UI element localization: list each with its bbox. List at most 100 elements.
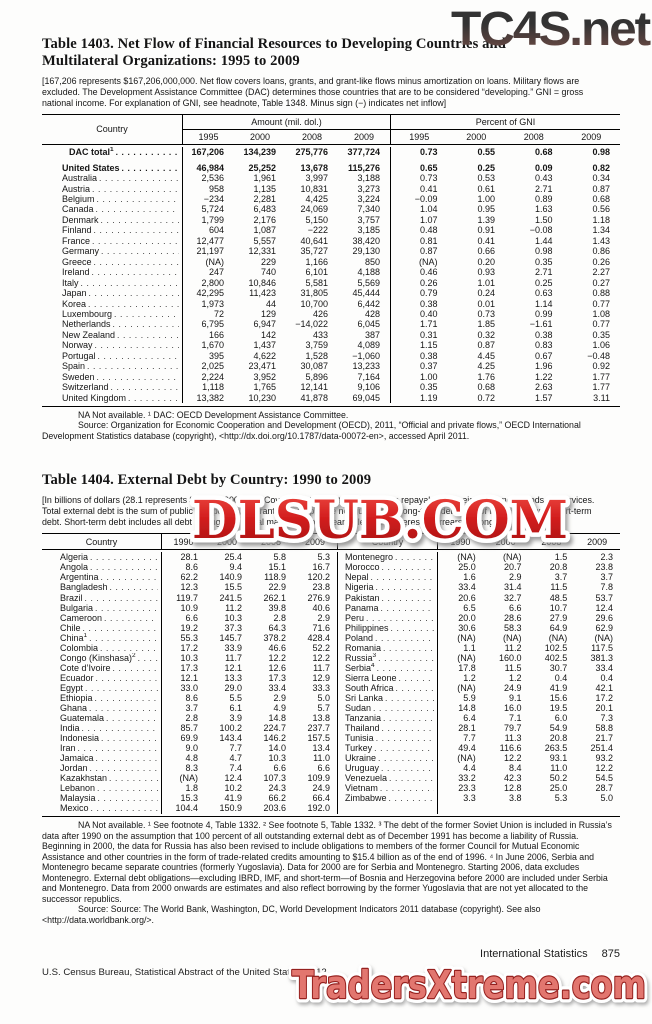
table-row: Luxembourg 72 129 426 428 0.40 0.73 0.99 1.08 bbox=[42, 309, 620, 320]
country-cell: Chile bbox=[42, 623, 161, 633]
table-row: United States 46,984 25,252 13,678 115,276 0.… bbox=[42, 162, 620, 174]
debt-value: 102.5 bbox=[544, 642, 568, 653]
country-cell: Bulgaria bbox=[42, 603, 161, 613]
country-cell: Nepal bbox=[337, 572, 437, 583]
year-header: 1990 bbox=[161, 533, 205, 550]
country-cell: Kazakhstan bbox=[42, 773, 161, 783]
debt-value: 33.4 bbox=[268, 682, 286, 693]
dot-leader bbox=[101, 572, 158, 582]
amount-value: 1,799 bbox=[182, 214, 234, 226]
percent-gni-value: (NA) bbox=[390, 256, 448, 268]
table-1404-title: Table 1404. External Debt by Country: 19… bbox=[42, 472, 372, 489]
debt-value: 23.3 bbox=[437, 783, 483, 794]
year-header: 2008 bbox=[541, 536, 562, 547]
table-row: Ghana 3.7 6.1 4.9 5.7 Sudan 14.8 16.0 19.5 20.1 bbox=[42, 703, 620, 714]
debt-value: 28.1 bbox=[437, 723, 483, 734]
country-label: New Zealand bbox=[62, 329, 116, 340]
dot-leader bbox=[94, 225, 179, 235]
amount-value: 1,087 bbox=[253, 225, 276, 236]
debt-value: 12.4 bbox=[224, 773, 242, 784]
percent-gni-value: 0.24 bbox=[477, 288, 495, 299]
amount-value: 72 bbox=[182, 309, 234, 320]
country-cell: New Zealand bbox=[42, 330, 182, 340]
country-label: Argentina bbox=[60, 572, 99, 583]
table-row: Australia 2,536 1,961 3,997 3,188 0.73 0.53 0.4… bbox=[42, 173, 620, 184]
debt-value: 7.8 bbox=[600, 582, 613, 593]
debt-value: 33.0 bbox=[161, 682, 205, 693]
percent-gni-value: 0.86 bbox=[592, 246, 610, 257]
percent-gni-value: 0.48 bbox=[390, 225, 448, 236]
percent-gni-value: 0.82 bbox=[592, 162, 610, 173]
debt-value: 17.8 bbox=[437, 662, 483, 673]
year-header: 2009 bbox=[587, 536, 608, 547]
amount-value: 115,276 bbox=[347, 162, 380, 173]
country-label: Switzerland bbox=[62, 382, 109, 393]
column-header-country: Country bbox=[337, 533, 437, 550]
amount-value: 2,536 bbox=[182, 173, 234, 184]
amount-value: 3,952 bbox=[253, 371, 276, 382]
amount-value: 23,471 bbox=[248, 361, 276, 372]
debt-value: (NA) bbox=[437, 682, 483, 693]
percent-gni-value: 0.25 bbox=[534, 277, 553, 288]
debt-value: 11.7 bbox=[225, 652, 242, 663]
amount-value: 6,442 bbox=[357, 298, 380, 309]
table-row: Brazil 119.7 241.5 262.1 276.9 Pakistan 20.6 32… bbox=[42, 592, 620, 603]
debt-value: 109.9 bbox=[307, 773, 330, 784]
percent-gni-value: 4.45 bbox=[477, 350, 495, 361]
amount-value: 4,622 bbox=[253, 350, 276, 361]
debt-value: 100.2 bbox=[219, 723, 242, 734]
year-header: 2008 bbox=[523, 132, 544, 143]
debt-value: 42.1 bbox=[595, 682, 613, 693]
dot-leader bbox=[381, 603, 434, 613]
percent-gni-value: 0.38 bbox=[534, 329, 553, 340]
table-1403-headnote: [167,206 represents $167,206,000,000. Ne… bbox=[42, 76, 584, 108]
dot-leader bbox=[92, 184, 179, 194]
country-label: Thailand bbox=[345, 723, 380, 734]
percent-gni-value: 1.22 bbox=[534, 371, 553, 382]
amount-value: 21,197 bbox=[182, 246, 234, 257]
country-label: Sweden bbox=[62, 371, 95, 382]
country-label: Spain bbox=[62, 361, 86, 372]
percent-gni-value: −0.09 bbox=[390, 194, 448, 205]
debt-value: 0.4 bbox=[600, 672, 613, 683]
country-cell: Iran bbox=[42, 743, 161, 753]
country-label: Pakistan bbox=[345, 592, 380, 603]
country-cell: Ecuador bbox=[42, 673, 161, 683]
percent-gni-value: 0.46 bbox=[390, 267, 448, 278]
country-label: Finland bbox=[62, 225, 92, 236]
dot-leader bbox=[98, 793, 158, 803]
debt-value: 6.6 bbox=[317, 763, 330, 774]
table-row: Ireland 247 740 6,101 4,188 0.46 0.93 2.71 2.27 bbox=[42, 267, 620, 278]
dot-leader bbox=[92, 236, 179, 246]
percent-gni-value: 1.18 bbox=[592, 214, 610, 225]
country-cell: Tanzania bbox=[337, 713, 437, 724]
debt-value: 28.7 bbox=[595, 783, 613, 794]
dot-leader bbox=[95, 693, 158, 703]
section-label: International Statistics bbox=[480, 948, 588, 960]
amount-value: 5,724 bbox=[182, 204, 234, 215]
debt-value: 24.9 bbox=[503, 682, 522, 693]
percent-gni-value: −1.61 bbox=[529, 319, 553, 330]
debt-value: 14.8 bbox=[268, 713, 286, 724]
debt-value: 10.7 bbox=[549, 602, 568, 613]
debt-value: 58.3 bbox=[503, 622, 522, 633]
percent-gni-value: 1.77 bbox=[592, 371, 610, 382]
country-label: Serbia4 bbox=[345, 662, 375, 673]
debt-value: 276.9 bbox=[307, 592, 330, 603]
percent-gni-value: 0.43 bbox=[534, 173, 553, 184]
country-label: Sudan bbox=[345, 703, 372, 714]
amount-value: 5,581 bbox=[305, 277, 328, 288]
dot-leader bbox=[89, 288, 179, 298]
page-content: Table 1403. Net Flow of Financial Resour… bbox=[42, 36, 620, 925]
dot-leader bbox=[385, 693, 434, 703]
country-label: India bbox=[60, 723, 80, 734]
debt-value: 11.0 bbox=[550, 763, 568, 774]
percent-gni-value: 0.73 bbox=[477, 309, 495, 320]
country-cell: Romania bbox=[337, 642, 437, 653]
debt-value: 12.2 bbox=[595, 763, 613, 774]
percent-gni-value: 1.43 bbox=[592, 235, 610, 246]
country-cell: Zimbabwe bbox=[337, 793, 437, 804]
country-cell: Turkey bbox=[337, 743, 437, 754]
country-label: Japan bbox=[62, 288, 87, 299]
table-row: Guatemala 2.8 3.9 14.8 13.8 Tanzania 6.4 7.1 6.0… bbox=[42, 713, 620, 724]
